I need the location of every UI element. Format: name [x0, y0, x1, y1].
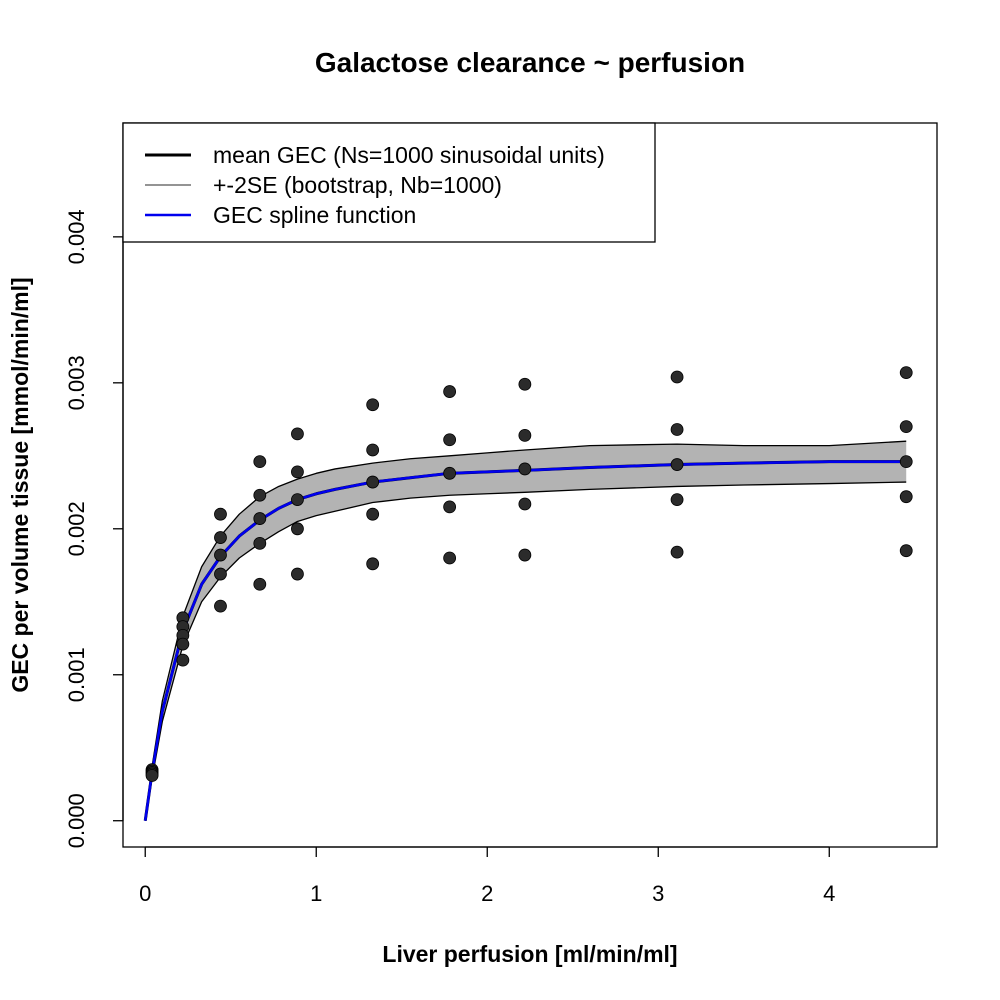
se-band — [145, 441, 907, 821]
data-point — [176, 637, 190, 651]
data-point — [899, 490, 913, 504]
data-point — [443, 385, 457, 398]
data-point — [670, 545, 684, 559]
legend-label: GEC spline function — [213, 202, 416, 228]
spline-line — [143, 460, 907, 821]
data-point — [899, 455, 913, 469]
y-tick-label: 0.000 — [64, 793, 89, 848]
y-tick-label: 0.003 — [64, 355, 89, 410]
data-point — [518, 462, 532, 476]
data-point — [443, 433, 457, 447]
data-point — [176, 653, 190, 667]
data-point — [291, 465, 304, 479]
legend: mean GEC (Ns=1000 sinusoidal units) +-2SE… — [122, 122, 656, 243]
data-point — [253, 455, 267, 469]
x-tick-label: 3 — [652, 881, 664, 906]
data-point — [291, 493, 304, 507]
data-point — [253, 488, 267, 502]
legend-box — [122, 122, 656, 243]
data-point — [670, 423, 684, 436]
x-tick-label: 1 — [310, 881, 322, 906]
data-point — [899, 420, 913, 434]
data-point — [366, 475, 380, 489]
data-point — [366, 398, 380, 412]
data-point — [145, 769, 159, 782]
data-point — [253, 512, 267, 525]
x-tick-label: 2 — [481, 881, 493, 906]
data-point — [253, 577, 267, 591]
data-point — [291, 567, 304, 581]
data-point — [518, 377, 532, 391]
data-point — [214, 507, 227, 521]
data-point — [253, 536, 267, 550]
data-point — [366, 557, 380, 571]
x-tick-label: 0 — [139, 881, 151, 906]
data-point — [214, 531, 227, 544]
data-point — [443, 500, 457, 514]
chart-title: Galactose clearance ~ perfusion — [315, 47, 745, 78]
data-point — [214, 567, 227, 581]
data-point — [291, 427, 304, 441]
plot-area: 0 1 2 3 4 0.000 0.001 0.002 0.003 0.004 — [64, 122, 938, 906]
data-point — [899, 544, 913, 558]
y-axis-label: GEC per volume tissue [mmol/min/ml] — [7, 277, 33, 692]
data-point — [214, 548, 227, 562]
legend-label: +-2SE (bootstrap, Nb=1000) — [213, 172, 502, 198]
y-tick-label: 0.002 — [64, 501, 89, 556]
data-point — [670, 370, 684, 384]
data-point — [670, 493, 684, 507]
data-point — [518, 548, 532, 562]
data-point — [291, 522, 304, 536]
data-point — [366, 443, 380, 457]
data-point — [366, 507, 380, 521]
se-lower-line — [144, 481, 907, 821]
data-point — [443, 466, 457, 480]
y-tick-label: 0.004 — [64, 209, 89, 264]
x-tick-label: 4 — [823, 881, 835, 906]
data-point — [443, 551, 457, 565]
data-point — [899, 366, 913, 380]
data-point — [518, 428, 532, 442]
data-point — [518, 497, 532, 511]
data-point — [214, 599, 227, 613]
data-point — [670, 458, 684, 471]
legend-label: mean GEC (Ns=1000 sinusoidal units) — [213, 142, 605, 168]
y-tick-label: 0.001 — [64, 647, 89, 702]
se-upper-line — [144, 440, 907, 821]
x-axis-label: Liver perfusion [ml/min/ml] — [382, 941, 677, 967]
